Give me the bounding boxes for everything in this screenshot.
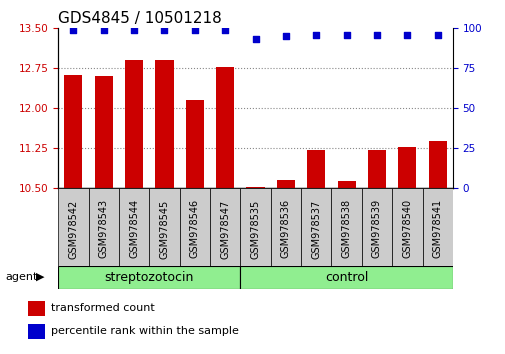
Text: GDS4845 / 10501218: GDS4845 / 10501218	[58, 11, 222, 26]
Bar	[179, 188, 210, 266]
Bar	[361, 188, 391, 266]
Point	[281, 34, 289, 39]
Bar	[331, 188, 361, 266]
Bar	[64, 75, 82, 188]
Point	[372, 32, 380, 38]
Bar	[397, 147, 416, 188]
Text: GSM978544: GSM978544	[129, 199, 139, 258]
Bar	[125, 60, 143, 188]
Text: GSM978546: GSM978546	[189, 199, 199, 258]
Point	[221, 27, 229, 33]
Bar	[119, 188, 149, 266]
Text: GSM978540: GSM978540	[401, 199, 412, 258]
Bar	[337, 181, 355, 188]
Bar	[28, 324, 44, 339]
Bar	[428, 141, 446, 188]
Bar	[28, 301, 44, 316]
Bar	[276, 180, 294, 188]
Point	[190, 27, 198, 33]
Text: GSM978535: GSM978535	[250, 199, 260, 258]
Bar	[58, 188, 88, 266]
Text: ▶: ▶	[36, 272, 45, 282]
Point	[251, 37, 259, 42]
Text: streptozotocin: streptozotocin	[105, 270, 193, 284]
Point	[342, 32, 350, 38]
Text: GSM978536: GSM978536	[280, 199, 290, 258]
Bar	[149, 188, 179, 266]
Text: GSM978547: GSM978547	[220, 199, 230, 258]
Point	[160, 27, 168, 33]
Text: GSM978541: GSM978541	[432, 199, 442, 258]
Text: control: control	[324, 270, 368, 284]
Point	[433, 32, 441, 38]
Point	[402, 32, 411, 38]
Bar	[94, 76, 113, 188]
Bar	[240, 188, 270, 266]
Bar	[88, 188, 119, 266]
Bar	[155, 60, 173, 188]
Point	[312, 32, 320, 38]
Text: GSM978542: GSM978542	[68, 199, 78, 258]
Text: GSM978537: GSM978537	[311, 199, 321, 258]
Bar	[58, 266, 240, 289]
Bar	[422, 188, 452, 266]
Text: GSM978545: GSM978545	[159, 199, 169, 258]
Point	[99, 27, 108, 33]
Point	[69, 27, 77, 33]
Bar	[185, 100, 204, 188]
Bar	[270, 188, 300, 266]
Bar	[307, 150, 325, 188]
Bar	[246, 187, 264, 188]
Point	[130, 27, 138, 33]
Bar	[216, 67, 234, 188]
Text: GSM978538: GSM978538	[341, 199, 351, 258]
Bar	[240, 266, 452, 289]
Text: GSM978543: GSM978543	[98, 199, 109, 258]
Bar	[300, 188, 331, 266]
Text: transformed count: transformed count	[51, 303, 155, 313]
Text: agent: agent	[5, 272, 37, 282]
Bar	[391, 188, 422, 266]
Text: GSM978539: GSM978539	[371, 199, 381, 258]
Text: percentile rank within the sample: percentile rank within the sample	[51, 326, 238, 336]
Bar	[367, 150, 385, 188]
Bar	[210, 188, 240, 266]
